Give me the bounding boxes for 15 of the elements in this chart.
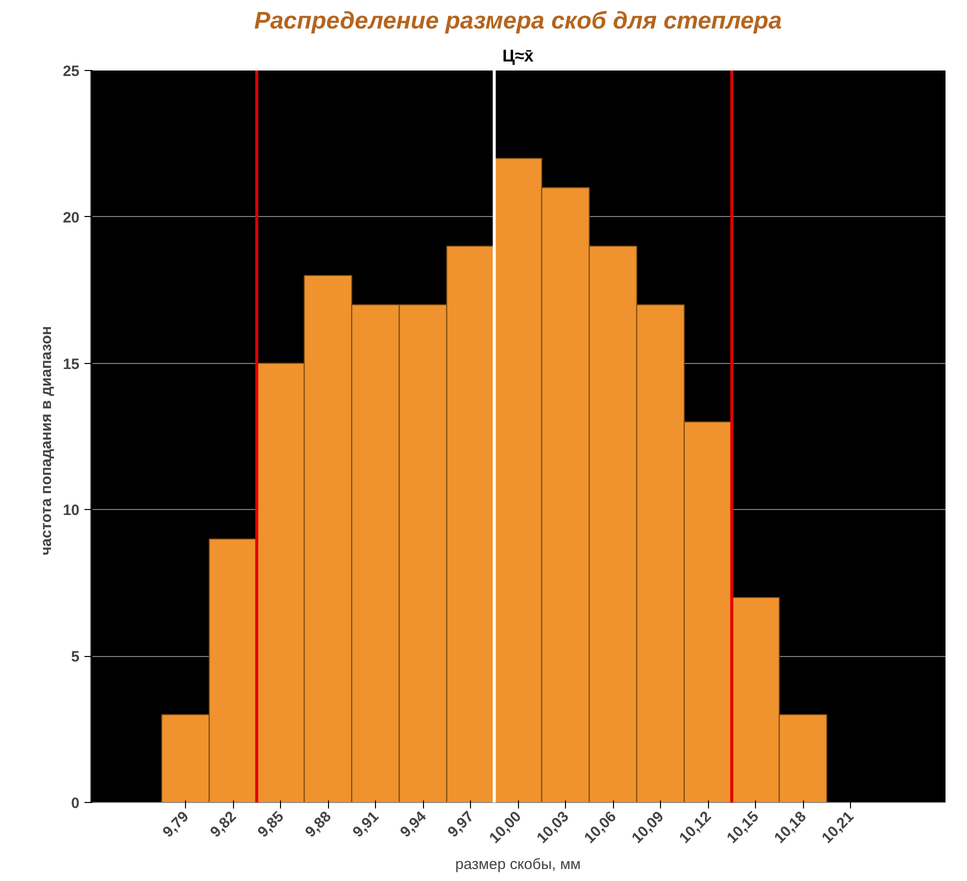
y-tick-label: 10: [62, 502, 80, 520]
chart-title: Распределение размера скоб для степлера: [254, 8, 782, 34]
x-axis-title: размер скобы, мм: [455, 856, 581, 873]
y-tick-label: 0: [71, 795, 80, 812]
x-tick-label: 9,82: [207, 808, 240, 841]
y-tick-label: 15: [62, 356, 80, 373]
y-axis-title: частота попадания в диапазон: [38, 326, 55, 556]
y-tick-label: 5: [71, 648, 80, 666]
x-tick-label: 9,79: [160, 808, 192, 841]
chart-subtitle: Ц≈x̄: [502, 46, 534, 66]
x-tick-label: 9,91: [350, 808, 382, 841]
y-tick-label: 25: [62, 63, 80, 80]
x-tick-label: 9,94: [397, 808, 430, 841]
x-tick-label: 9,88: [302, 808, 335, 841]
y-tick-label: 20: [62, 209, 80, 226]
